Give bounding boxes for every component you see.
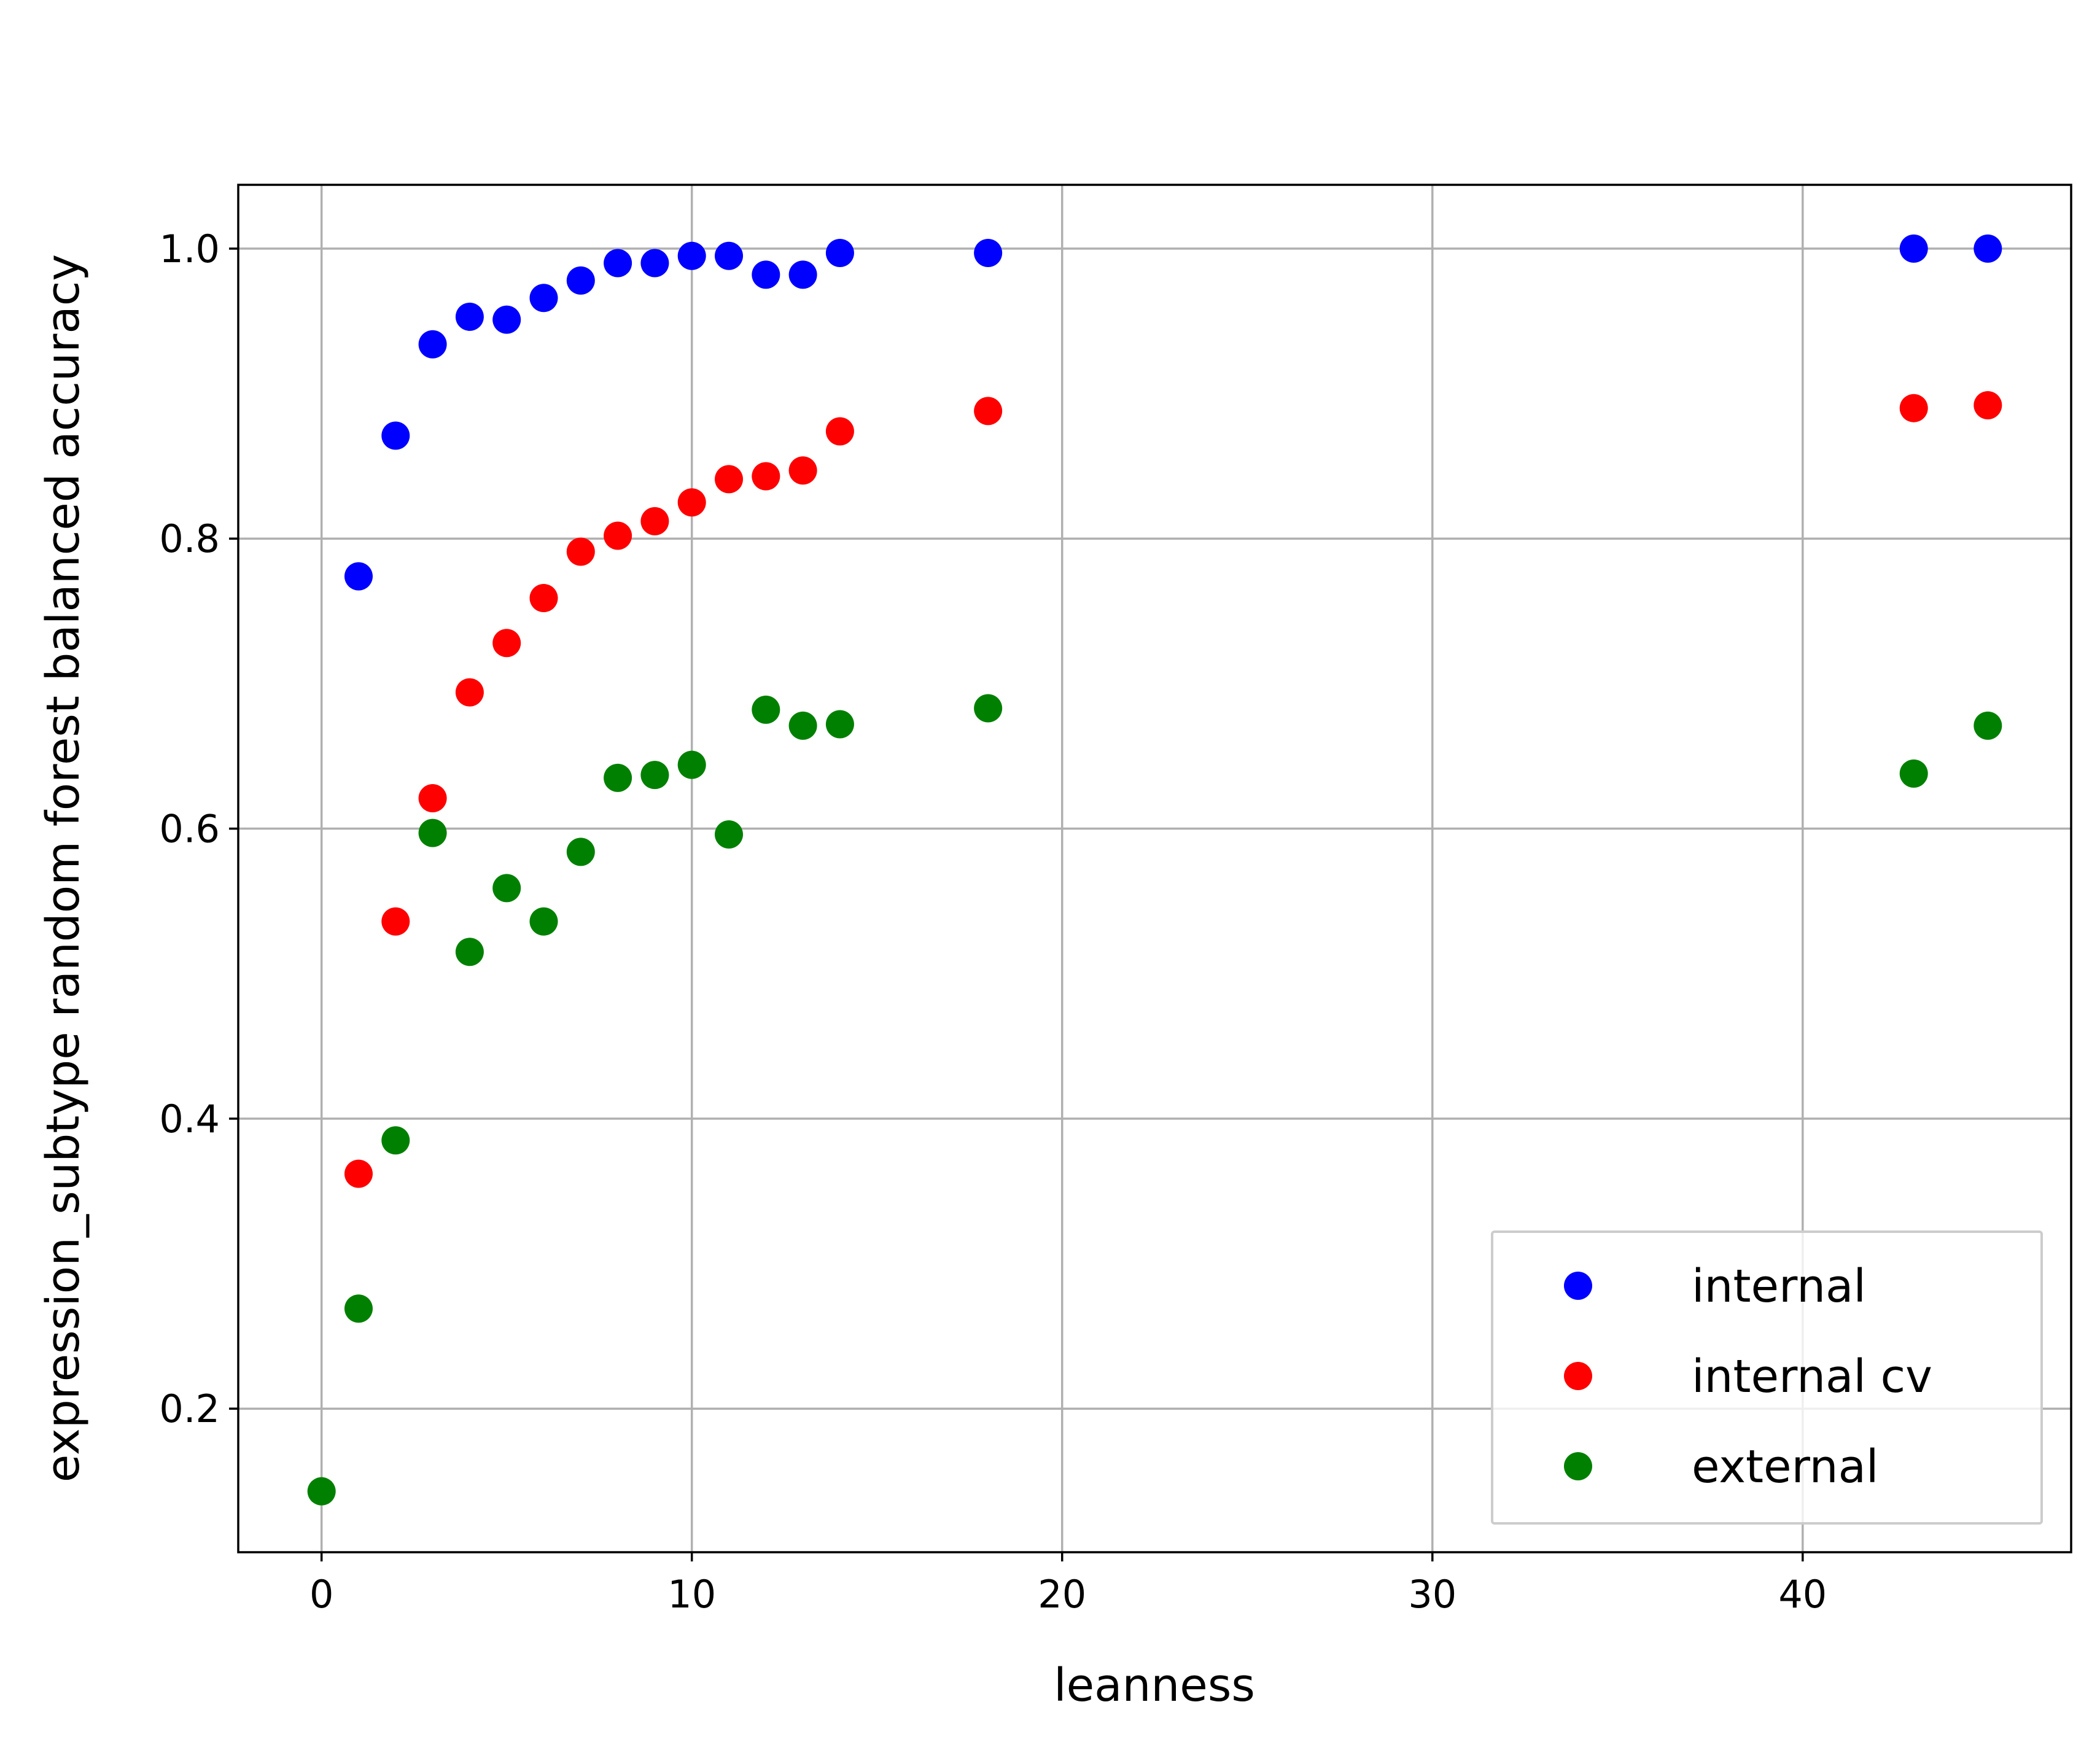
point-internal <box>566 266 595 295</box>
legend-marker-internal <box>1564 1272 1592 1300</box>
point-external <box>344 1294 373 1323</box>
legend: internal internal cv external <box>1491 1230 2043 1525</box>
point-internal <box>1974 234 2002 263</box>
point-internal-cv <box>974 397 1003 426</box>
point-internal-cv <box>715 465 744 494</box>
x-tick-label: 0 <box>309 1572 333 1617</box>
legend-marker-internal-cv <box>1564 1362 1592 1390</box>
point-external <box>604 763 632 792</box>
point-external <box>307 1477 336 1506</box>
point-internal-cv <box>1974 391 2002 419</box>
point-internal-cv <box>529 584 558 613</box>
point-internal-cv <box>677 488 706 517</box>
point-internal-cv <box>455 678 484 707</box>
point-internal <box>640 249 669 278</box>
point-internal <box>715 241 744 270</box>
point-internal <box>604 249 632 278</box>
point-internal-cv <box>752 462 780 491</box>
legend-box <box>1491 1230 2043 1525</box>
point-internal <box>752 260 780 289</box>
point-external <box>788 711 817 740</box>
point-external <box>974 694 1003 723</box>
y-tick-label: 1.0 <box>159 227 220 271</box>
point-internal <box>1899 234 1928 263</box>
point-internal <box>529 284 558 313</box>
point-external <box>381 1126 410 1155</box>
point-external <box>529 907 558 936</box>
point-internal-cv <box>788 456 817 485</box>
point-internal <box>788 260 817 289</box>
point-internal-cv <box>344 1159 373 1188</box>
point-internal <box>344 562 373 591</box>
legend-label-internal-cv: internal cv <box>1692 1350 1932 1403</box>
point-internal-cv <box>825 417 854 446</box>
point-internal-cv <box>1899 394 1928 422</box>
legend-marker-external <box>1564 1452 1592 1480</box>
x-axis-title: leanness <box>1054 1659 1255 1712</box>
point-external <box>492 874 521 903</box>
y-tick-label: 0.4 <box>159 1097 220 1141</box>
point-internal <box>825 238 854 267</box>
point-external <box>455 938 484 966</box>
point-internal <box>381 421 410 450</box>
point-external <box>1899 759 1928 788</box>
point-internal <box>455 302 484 331</box>
y-tick-label: 0.6 <box>159 807 220 852</box>
y-axis-title: expression_subtype random forest balance… <box>37 254 90 1482</box>
legend-label-external: external <box>1692 1440 1879 1493</box>
x-tick-label: 10 <box>667 1572 716 1617</box>
point-internal <box>974 238 1003 267</box>
point-internal-cv <box>418 783 447 812</box>
plot-frame <box>237 184 2072 1553</box>
point-internal-cv <box>604 521 632 550</box>
point-external <box>566 838 595 866</box>
legend-label-internal: internal <box>1692 1260 1866 1313</box>
point-internal-cv <box>381 907 410 936</box>
point-internal <box>418 330 447 359</box>
point-external <box>752 695 780 724</box>
x-tick-label: 20 <box>1038 1572 1086 1617</box>
x-tick-label: 30 <box>1408 1572 1456 1617</box>
y-tick-label: 0.2 <box>159 1386 220 1431</box>
point-internal <box>492 305 521 334</box>
axis-ticks: 0 10 20 30 40 0.2 0.4 0.6 0.8 1.0 <box>159 227 1827 1617</box>
point-external <box>677 750 706 779</box>
point-external <box>715 820 744 849</box>
point-internal <box>677 241 706 270</box>
point-internal-cv <box>566 537 595 566</box>
data-points <box>307 234 2002 1506</box>
grid-lines <box>238 185 2071 1552</box>
point-external <box>418 818 447 847</box>
point-internal-cv <box>640 507 669 535</box>
y-tick-label: 0.8 <box>159 516 220 561</box>
point-internal-cv <box>492 629 521 658</box>
point-external <box>825 710 854 739</box>
point-external <box>1974 711 2002 740</box>
x-tick-label: 40 <box>1778 1572 1827 1617</box>
point-external <box>640 761 669 790</box>
